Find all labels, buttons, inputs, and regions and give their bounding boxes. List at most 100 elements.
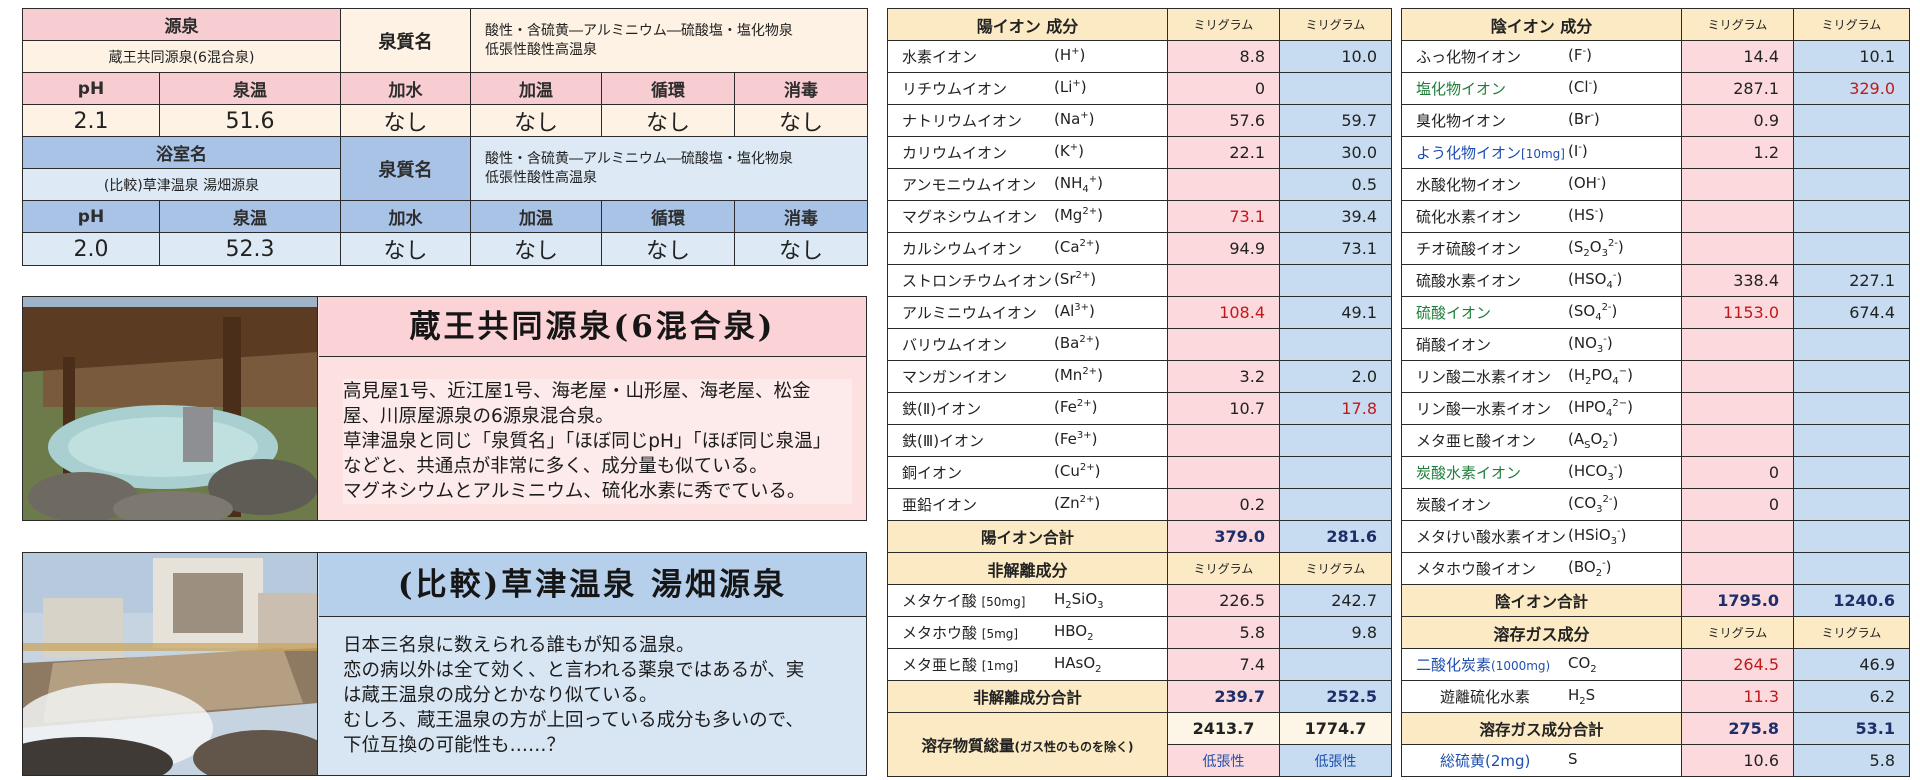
zao-total: 1795.0: [1681, 584, 1794, 617]
component-name: 塩化物イオン (Cl-): [1401, 72, 1682, 105]
unit-label: ミリグラム: [1793, 8, 1910, 41]
value-temp: 51.6: [159, 104, 341, 138]
chemical-formula: (HS-): [1568, 206, 1605, 224]
chemical-formula: (HCO3-): [1568, 462, 1624, 483]
chemical-formula: (Li+): [1054, 78, 1087, 96]
cation-row: ナトリウムイオン (Na+) 57.6 59.7: [887, 104, 1392, 137]
kusatsu-value: 6.2: [1793, 680, 1910, 713]
header-disinfect: 消毒: [734, 72, 868, 105]
kusatsu-title: (比較)草津温泉 湯畑源泉: [319, 553, 866, 617]
zao-value: 1.2: [1681, 136, 1794, 169]
anion-row: 硫酸イオン (SO42-) 1153.0 674.4: [1401, 296, 1910, 329]
cation-row: マグネシウムイオン (Mg2+) 73.1 39.4: [887, 200, 1392, 233]
total-label: 溶存ガス成分合計: [1401, 712, 1682, 745]
zao-value: [1681, 200, 1794, 233]
chemical-formula: (CO32-): [1568, 494, 1619, 515]
zao-value: 338.4: [1681, 264, 1794, 297]
kusatsu-value: 46.9: [1793, 648, 1910, 681]
component-name: 二酸化炭素(1000mg) CO2: [1401, 648, 1682, 681]
chemical-formula: HAsO2: [1054, 654, 1102, 675]
bath-label: 浴室名: [22, 136, 341, 169]
zao-value: 226.5: [1167, 584, 1280, 617]
zao-value: 0.2: [1167, 488, 1280, 521]
chemical-formula: (H2PO4−): [1568, 366, 1633, 387]
header-heat: 加温: [470, 200, 602, 233]
zao-value: 0: [1681, 456, 1794, 489]
kusatsu-value: [1793, 104, 1910, 137]
component-name: カリウムイオン (K+): [887, 136, 1168, 169]
zao-value: 264.5: [1681, 648, 1794, 681]
chemical-formula: (OH-): [1568, 174, 1607, 192]
zao-value: [1167, 264, 1280, 297]
anion-header-row: 陰イオン 成分 ミリグラム ミリグラム: [1401, 8, 1910, 41]
kusatsu-value: 59.7: [1279, 104, 1392, 137]
header-ph: pH: [22, 200, 160, 233]
zao-value: [1681, 552, 1794, 585]
anion-row: 炭酸イオン (CO32-) 0: [1401, 488, 1910, 521]
component-name: 硫酸イオン (SO42-): [1401, 296, 1682, 329]
value-heat: なし: [470, 104, 602, 138]
zao-value: 8.8: [1167, 40, 1280, 73]
zao-value: 73.1: [1167, 200, 1280, 233]
component-name: メタケイ酸 [50mg] H2SiO3: [887, 584, 1168, 617]
bath-name: (比較)草津温泉 湯畑源泉: [22, 168, 341, 201]
component-name: マンガンイオン (Mn2+): [887, 360, 1168, 393]
component-name: 亜鉛イオン (Zn2+): [887, 488, 1168, 521]
value-water: なし: [340, 104, 471, 138]
chemical-formula: (Mn2+): [1054, 366, 1103, 384]
chemical-formula: (HSiO3-): [1568, 526, 1627, 547]
anion-row: 臭化物イオン (Br-) 0.9: [1401, 104, 1910, 137]
component-name: 臭化物イオン (Br-): [1401, 104, 1682, 137]
zao-value: 7.4: [1167, 648, 1280, 681]
cation-row: マンガンイオン (Mn2+) 3.2 2.0: [887, 360, 1392, 393]
cation-row: 銅イオン (Cu2+): [887, 456, 1392, 489]
cation-table: 陽イオン 成分 ミリグラム ミリグラム 水素イオン (H+) 8.8 10.0 リチウムイオン…: [887, 8, 1392, 777]
component-name: リン酸二水素イオン (H2PO4−): [1401, 360, 1682, 393]
chemical-formula: (Fe3+): [1054, 430, 1098, 448]
header-disinfect: 消毒: [734, 200, 868, 233]
kusatsu-value: [1793, 232, 1910, 265]
chemical-formula: S: [1568, 750, 1578, 768]
anion-row: メタ亜ヒ酸イオン (ASO2-): [1401, 424, 1910, 457]
header-temp: 泉温: [159, 200, 341, 233]
value-water: なし: [340, 232, 471, 266]
kusatsu-value: [1793, 488, 1910, 521]
chemical-formula: (Ca2+): [1054, 238, 1101, 256]
component-name: マグネシウムイオン (Mg2+): [887, 200, 1168, 233]
value-ph: 2.0: [22, 232, 160, 266]
co2-row: 二酸化炭素(1000mg) CO2 264.5 46.9: [1401, 648, 1910, 681]
component-name: メタ亜ヒ酸イオン (ASO2-): [1401, 424, 1682, 457]
chemical-formula: (ASO2-): [1568, 430, 1619, 451]
gas-header: 溶存ガス成分: [1401, 616, 1682, 649]
kusatsu-value: [1793, 424, 1910, 457]
source-name: 蔵王共同源泉(6混合泉): [22, 40, 341, 73]
component-name: メタホウ酸 [5mg] HBO2: [887, 616, 1168, 649]
kusatsu-value: [1279, 488, 1392, 521]
zao-value: 57.6: [1167, 104, 1280, 137]
header-water: 加水: [340, 200, 471, 233]
zao-value: 10.6: [1681, 744, 1794, 777]
kusatsu-value: 674.4: [1793, 296, 1910, 329]
header-heat: 加温: [470, 72, 602, 105]
kusatsu-value: [1793, 552, 1910, 585]
zao-tonicity: 低張性: [1167, 744, 1280, 777]
zao-value: 5.8: [1167, 616, 1280, 649]
component-name: 炭酸イオン (CO32-): [1401, 488, 1682, 521]
kusatsu-value: 227.1: [1793, 264, 1910, 297]
header-circ: 循環: [601, 72, 735, 105]
chemical-formula: (Cu2+): [1054, 462, 1101, 480]
component-name: よう化物イオン[10mg] (I-): [1401, 136, 1682, 169]
component-name: 水酸化物イオン (OH-): [1401, 168, 1682, 201]
kusatsu-value: [1793, 520, 1910, 553]
zao-value: 11.3: [1681, 680, 1794, 713]
component-name: 炭酸水素イオン (HCO3-): [1401, 456, 1682, 489]
nonionic-row: メタケイ酸 [50mg] H2SiO3 226.5 242.7: [887, 584, 1392, 617]
chemical-formula: HBO2: [1054, 622, 1094, 643]
component-name: リン酸一水素イオン (HPO42−): [1401, 392, 1682, 425]
zao-value: [1681, 232, 1794, 265]
chemical-formula: (K+): [1054, 142, 1084, 160]
total-label: 非解離成分合計: [887, 680, 1168, 713]
zao-value: [1681, 360, 1794, 393]
component-name: メタ亜ヒ酸 [1mg] HAsO2: [887, 648, 1168, 681]
value-disinfect: なし: [734, 104, 868, 138]
